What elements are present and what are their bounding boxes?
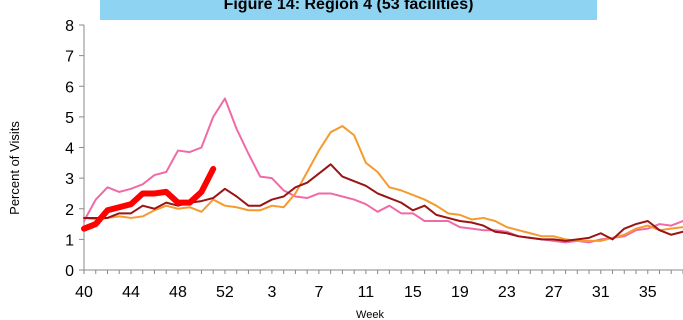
x-axis-ticks: 40444852371115192327313539	[75, 270, 683, 301]
y-tick-label: 7	[65, 49, 74, 66]
chart-title: Figure 14: Region 4 (53 facilities)	[223, 0, 474, 13]
y-tick-label: 1	[65, 232, 74, 249]
y-tick-label: 3	[65, 171, 74, 188]
x-tick-label: 40	[75, 284, 93, 301]
x-tick-label: 31	[592, 284, 610, 301]
x-tick-label: 11	[358, 284, 375, 301]
x-axis-label: Week	[356, 309, 384, 320]
series-line-2	[83, 125, 683, 242]
series-line-4	[81, 165, 217, 232]
y-tick-label: 8	[65, 18, 74, 35]
x-tick-label: 3	[267, 284, 276, 301]
x-tick-label: 23	[498, 284, 516, 301]
y-tick-label: 4	[65, 141, 74, 158]
y-axis-label: Percent of Visits	[7, 121, 22, 215]
x-tick-label: 19	[451, 284, 469, 301]
y-tick-label: 0	[65, 263, 74, 280]
x-tick-label: 35	[639, 284, 657, 301]
y-tick-label: 6	[65, 79, 74, 96]
x-tick-label: 44	[122, 284, 140, 301]
chart-title-box: Figure 14: Region 4 (53 facilities)	[100, 0, 597, 20]
series-line-1	[83, 97, 683, 244]
y-axis-ticks: 0 1 2 3 4 5 6 7 8	[65, 18, 84, 280]
x-tick-label: 52	[216, 284, 234, 301]
y-tick-label: 5	[65, 110, 74, 127]
y-tick-label: 2	[65, 202, 74, 219]
x-tick-label: 15	[404, 284, 422, 301]
axes	[83, 25, 683, 271]
series-layer	[81, 97, 683, 244]
x-tick-label: 7	[314, 284, 323, 301]
x-tick-label: 27	[545, 284, 563, 301]
x-tick-label: 48	[169, 284, 187, 301]
